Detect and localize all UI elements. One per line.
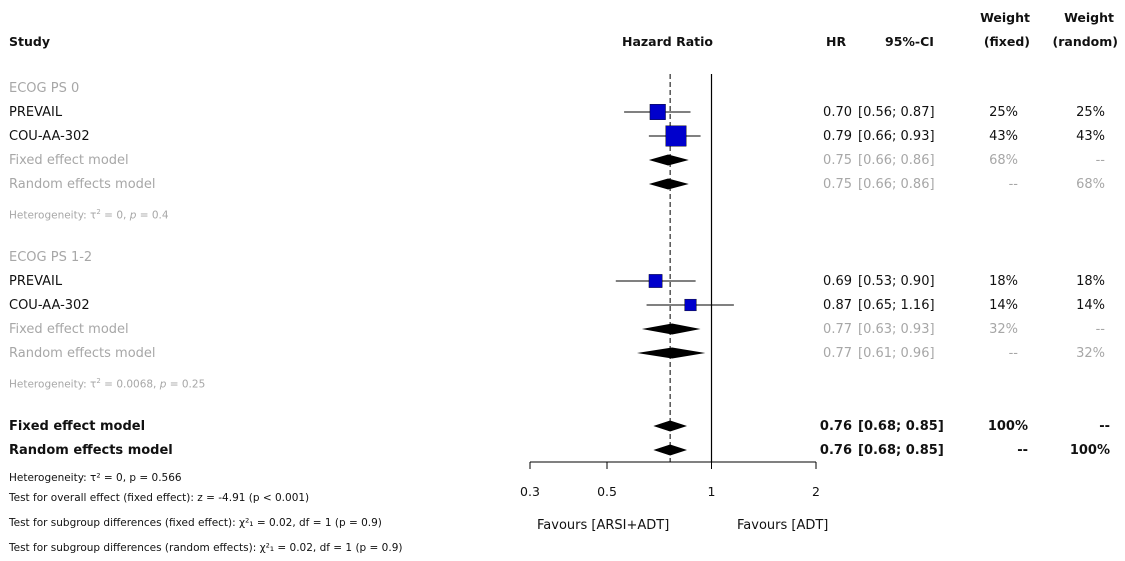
study-box-marker — [665, 125, 687, 147]
model-name: Random effects model — [9, 177, 156, 192]
footer-subgroup-random: Test for subgroup differences (random ef… — [9, 542, 403, 554]
model-weight-random: -- — [1095, 153, 1105, 168]
favours-left-label: Favours [ARSI+ADT] — [537, 518, 670, 533]
model-hr: 0.75 — [823, 153, 852, 168]
overall-weight-fixed: -- — [1017, 443, 1028, 458]
study-ci: [0.66; 0.93] — [858, 129, 935, 144]
subgroup-label: ECOG PS 1-2 — [9, 250, 93, 265]
pooled-diamond — [636, 347, 706, 359]
study-hr: 0.87 — [823, 298, 852, 313]
header-hr: HR — [826, 34, 847, 49]
model-ci: [0.66; 0.86] — [858, 153, 935, 168]
x-axis-tick-label: 0.3 — [520, 484, 540, 499]
model-weight-random: 32% — [1076, 346, 1105, 361]
study-weight-random: 25% — [1076, 105, 1105, 120]
model-weight-fixed: 68% — [989, 153, 1018, 168]
favours-right-label: Favours [ADT] — [737, 518, 829, 533]
overall-ci: [0.68; 0.85] — [858, 419, 944, 434]
study-ci: [0.65; 1.16] — [858, 298, 935, 313]
study-hr: 0.69 — [823, 274, 852, 289]
study-hr: 0.79 — [823, 129, 852, 144]
study-weight-random: 43% — [1076, 129, 1105, 144]
study-hr: 0.70 — [823, 105, 852, 120]
study-box-marker — [649, 103, 666, 120]
footer-overall-effect: Test for overall effect (fixed effect): … — [9, 492, 310, 504]
study-name: COU-AA-302 — [9, 298, 90, 313]
model-weight-fixed: -- — [1008, 177, 1018, 192]
footer-heterogeneity: Heterogeneity: τ² = 0, p = 0.566 — [9, 472, 182, 484]
model-hr: 0.77 — [823, 346, 852, 361]
study-weight-fixed: 18% — [989, 274, 1018, 289]
x-axis-tick-label: 1 — [708, 484, 716, 499]
study-box-marker — [684, 298, 697, 312]
x-axis-tick-label: 0.5 — [597, 484, 617, 499]
study-weight-fixed: 43% — [989, 129, 1018, 144]
overall-model-name: Fixed effect model — [9, 419, 146, 434]
heterogeneity-text: Heterogeneity: τ2 = 0.0068, p = 0.25 — [9, 377, 206, 391]
header-hazard-ratio: Hazard Ratio — [622, 34, 713, 49]
header-weight-random-2: (random) — [1052, 34, 1119, 49]
pooled-diamond — [648, 154, 689, 166]
header-weight-fixed-2: (fixed) — [983, 34, 1030, 49]
study-name: COU-AA-302 — [9, 129, 90, 144]
study-weight-random: 14% — [1076, 298, 1105, 313]
model-ci: [0.66; 0.86] — [858, 177, 935, 192]
study-box-marker — [648, 274, 663, 288]
model-weight-fixed: -- — [1008, 346, 1018, 361]
heterogeneity-text: Heterogeneity: τ2 = 0, p = 0.4 — [9, 208, 169, 222]
overall-hr: 0.76 — [819, 419, 852, 434]
study-weight-fixed: 14% — [989, 298, 1018, 313]
overall-ci: [0.68; 0.85] — [858, 443, 944, 458]
header-weight-random-1: Weight — [1064, 10, 1114, 25]
header-weight-fixed-1: Weight — [980, 10, 1030, 25]
header-study: Study — [9, 34, 50, 49]
pooled-diamond — [653, 420, 688, 432]
overall-weight-random: -- — [1099, 419, 1110, 434]
footer-subgroup-fixed: Test for subgroup differences (fixed eff… — [9, 517, 382, 529]
study-name: PREVAIL — [9, 105, 63, 120]
study-ci: [0.56; 0.87] — [858, 105, 935, 120]
overall-hr: 0.76 — [819, 443, 852, 458]
overall-model-name: Random effects model — [9, 443, 173, 458]
study-weight-random: 18% — [1076, 274, 1105, 289]
model-weight-random: -- — [1095, 322, 1105, 337]
pooled-diamond — [641, 323, 701, 335]
pooled-diamond — [653, 444, 688, 456]
subgroup-label: ECOG PS 0 — [9, 81, 80, 96]
study-name: PREVAIL — [9, 274, 63, 289]
model-ci: [0.61; 0.96] — [858, 346, 935, 361]
model-name: Fixed effect model — [9, 322, 129, 337]
overall-weight-random: 100% — [1069, 443, 1110, 458]
model-hr: 0.77 — [823, 322, 852, 337]
pooled-diamond — [648, 178, 689, 190]
model-name: Fixed effect model — [9, 153, 129, 168]
header-ci: 95%-CI — [885, 34, 934, 49]
model-weight-random: 68% — [1076, 177, 1105, 192]
model-hr: 0.75 — [823, 177, 852, 192]
model-weight-fixed: 32% — [989, 322, 1018, 337]
model-name: Random effects model — [9, 346, 156, 361]
study-weight-fixed: 25% — [989, 105, 1018, 120]
model-ci: [0.63; 0.93] — [858, 322, 935, 337]
study-ci: [0.53; 0.90] — [858, 274, 935, 289]
overall-weight-fixed: 100% — [987, 419, 1028, 434]
x-axis-tick-label: 2 — [812, 484, 820, 499]
